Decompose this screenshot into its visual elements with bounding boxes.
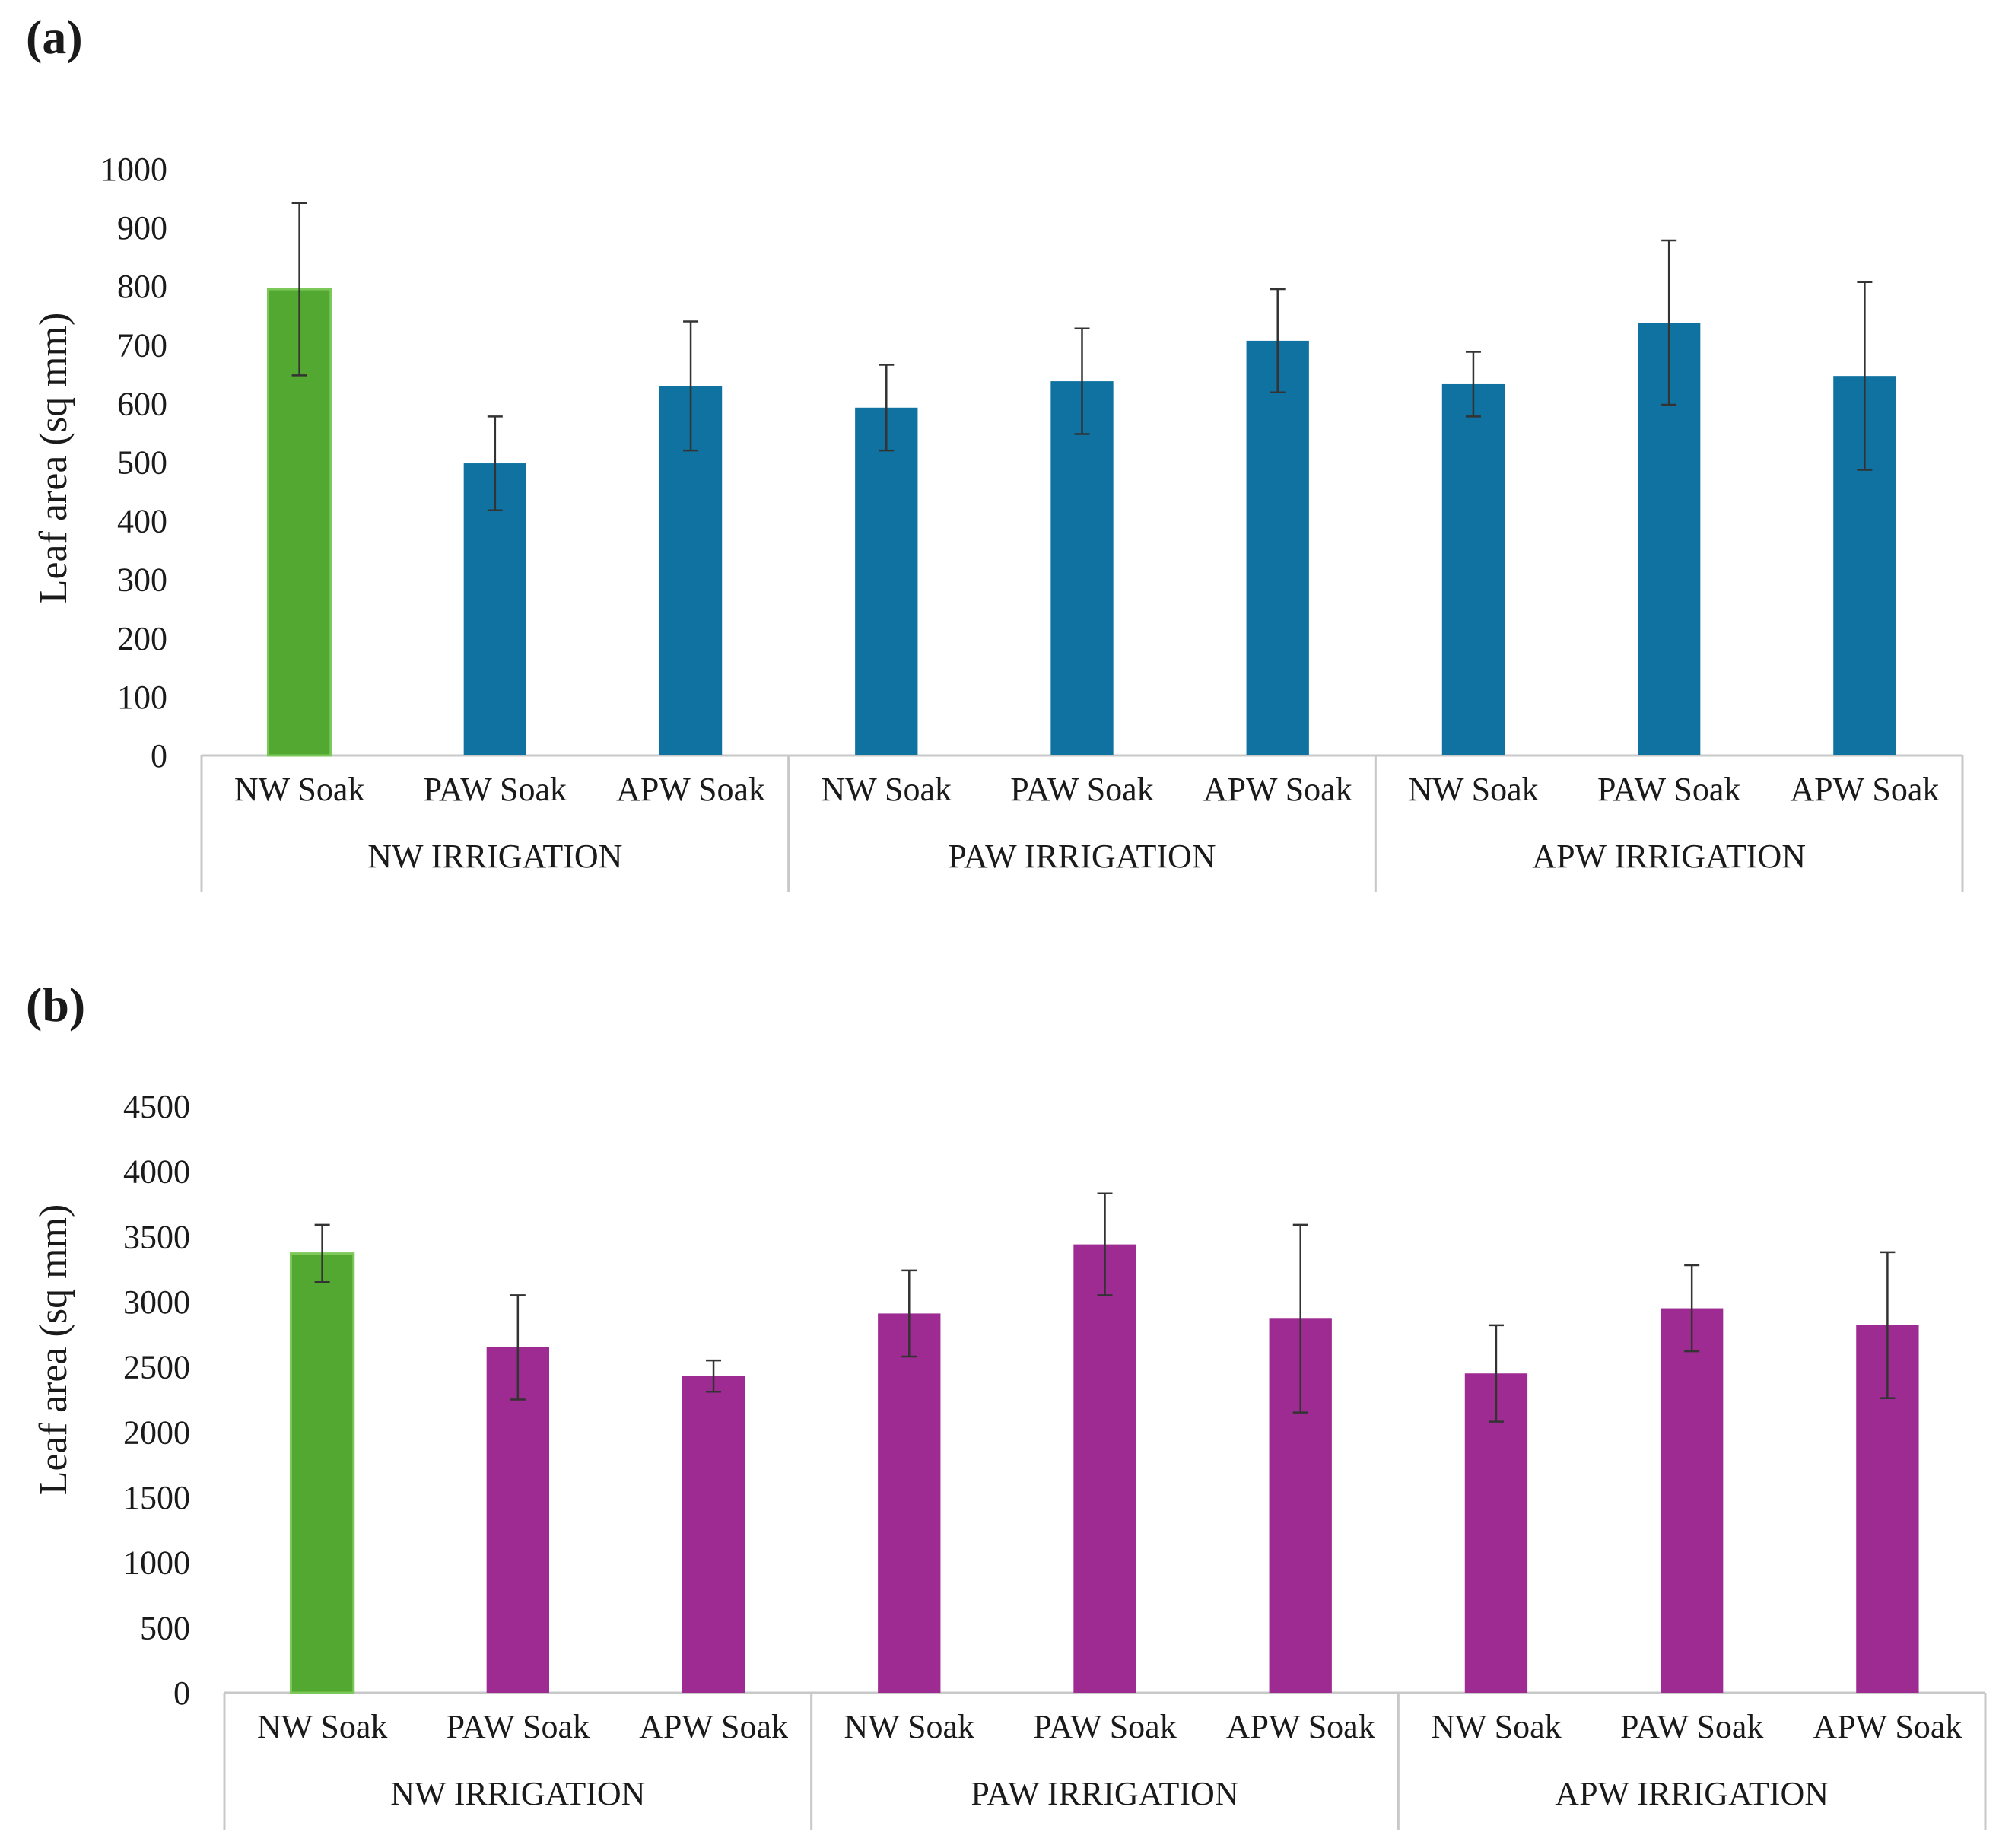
chart-a-group-label: APW IRRIGATION [1532,838,1806,875]
chart-a-ytick-label: 1000 [100,151,167,188]
chart-b-category-label: NW Soak [1431,1708,1562,1745]
chart-b-category-label: NW Soak [844,1708,975,1745]
chart-b-ytick-label: 0 [173,1675,190,1712]
chart-b-bar [1464,1373,1528,1693]
chart-b-group-label: APW IRRIGATION [1555,1775,1829,1812]
chart-a-bar [1441,383,1505,755]
chart-a-category-label: NW Soak [1408,771,1539,808]
chart-b-category-label: PAW Soak [1620,1708,1763,1745]
chart-a-category-label: APW Soak [616,771,765,808]
chart-b-bar [878,1313,941,1693]
chart-b-ytick-label: 2000 [123,1414,190,1451]
chart-a-group-label: PAW IRRIGATION [948,838,1216,875]
chart-a-category-label: APW Soak [1790,771,1939,808]
chart-b-ytick-label: 1000 [123,1544,190,1582]
chart-a-group-label: NW IRRIGATION [367,838,622,875]
chart-b-category-label: NW Soak [257,1708,388,1745]
chart-a-bar [1246,340,1309,755]
chart-b-ytick-label: 3000 [123,1283,190,1321]
chart-b-ytick-label: 2500 [123,1349,190,1386]
chart-a-category-label: NW Soak [234,771,365,808]
chart-b-group-label: NW IRRIGATION [390,1775,645,1812]
chart-a-ytick-label: 0 [151,737,167,775]
panel-label-a: (a) [26,10,83,64]
chart-b-ytick-label: 4500 [123,1088,190,1125]
chart-b-category-label: APW Soak [1226,1708,1375,1745]
chart-a-y-axis-label: Leaf area (sq mm) [32,313,75,604]
chart-a-ytick-label: 900 [117,209,167,247]
chart-a-ytick-label: 700 [117,326,167,364]
chart-a-category-label: PAW Soak [424,771,567,808]
chart-a-ytick-label: 600 [117,385,167,422]
chart-b-bar [1073,1244,1136,1693]
chart-b-category-label: PAW Soak [447,1708,590,1745]
chart-b-category-label: APW Soak [1813,1708,1962,1745]
chart-b-ytick-label: 4000 [123,1153,190,1191]
chart-b-y-axis-label: Leaf area (sq mm) [32,1204,75,1496]
chart-b-bar [289,1252,355,1694]
chart-a-ytick-label: 800 [117,268,167,305]
chart-a-ytick-label: 300 [117,561,167,599]
chart-a-bar [463,463,526,755]
chart-a-bar [855,407,918,755]
chart-b-group-label: PAW IRRIGATION [971,1775,1238,1812]
chart-b-ytick-label: 3500 [123,1218,190,1255]
chart-a-category-label: PAW Soak [1010,771,1153,808]
chart-a-category-label: NW Soak [822,771,952,808]
chart-b-ytick-label: 1500 [123,1479,190,1516]
chart-a-ytick-label: 200 [117,620,167,657]
chart-a-ytick-label: 400 [117,503,167,540]
chart-b-bar [486,1347,549,1693]
chart-a-ytick-label: 100 [117,679,167,716]
chart-a-category-label: APW Soak [1203,771,1352,808]
chart-b-category-label: APW Soak [639,1708,788,1745]
panel-label-b: (b) [26,978,86,1032]
chart-a-ytick-label: 500 [117,444,167,482]
chart-a-bar [1050,381,1114,755]
chart-b-ytick-label: 500 [140,1609,190,1646]
chart-b-bar [682,1376,745,1693]
chart-a-category-label: PAW Soak [1597,771,1740,808]
chart-b-bar [1661,1308,1724,1693]
chart-b-category-label: PAW Soak [1033,1708,1176,1745]
